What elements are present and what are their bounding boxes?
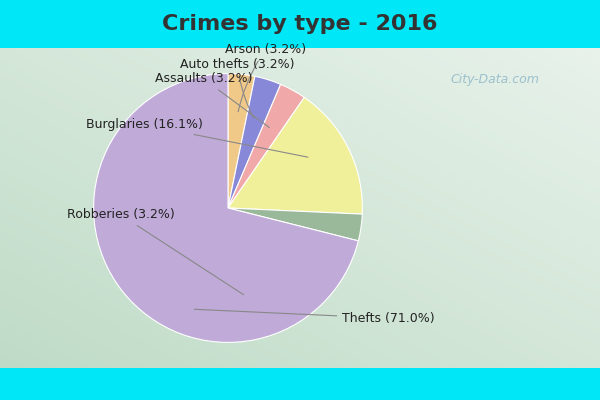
Text: Robberies (3.2%): Robberies (3.2%) (67, 208, 244, 295)
Wedge shape (228, 97, 362, 214)
Wedge shape (228, 208, 362, 241)
Text: Assaults (3.2%): Assaults (3.2%) (155, 72, 269, 128)
Wedge shape (228, 74, 255, 208)
Text: Auto thefts (3.2%): Auto thefts (3.2%) (180, 58, 295, 118)
Wedge shape (228, 84, 304, 208)
Text: Arson (3.2%): Arson (3.2%) (225, 43, 306, 112)
Text: City-Data.com: City-Data.com (450, 74, 539, 86)
Text: Crimes by type - 2016: Crimes by type - 2016 (162, 14, 438, 34)
Wedge shape (94, 74, 358, 342)
Text: Burglaries (16.1%): Burglaries (16.1%) (86, 118, 308, 157)
Wedge shape (228, 76, 281, 208)
Text: Thefts (71.0%): Thefts (71.0%) (194, 309, 435, 325)
